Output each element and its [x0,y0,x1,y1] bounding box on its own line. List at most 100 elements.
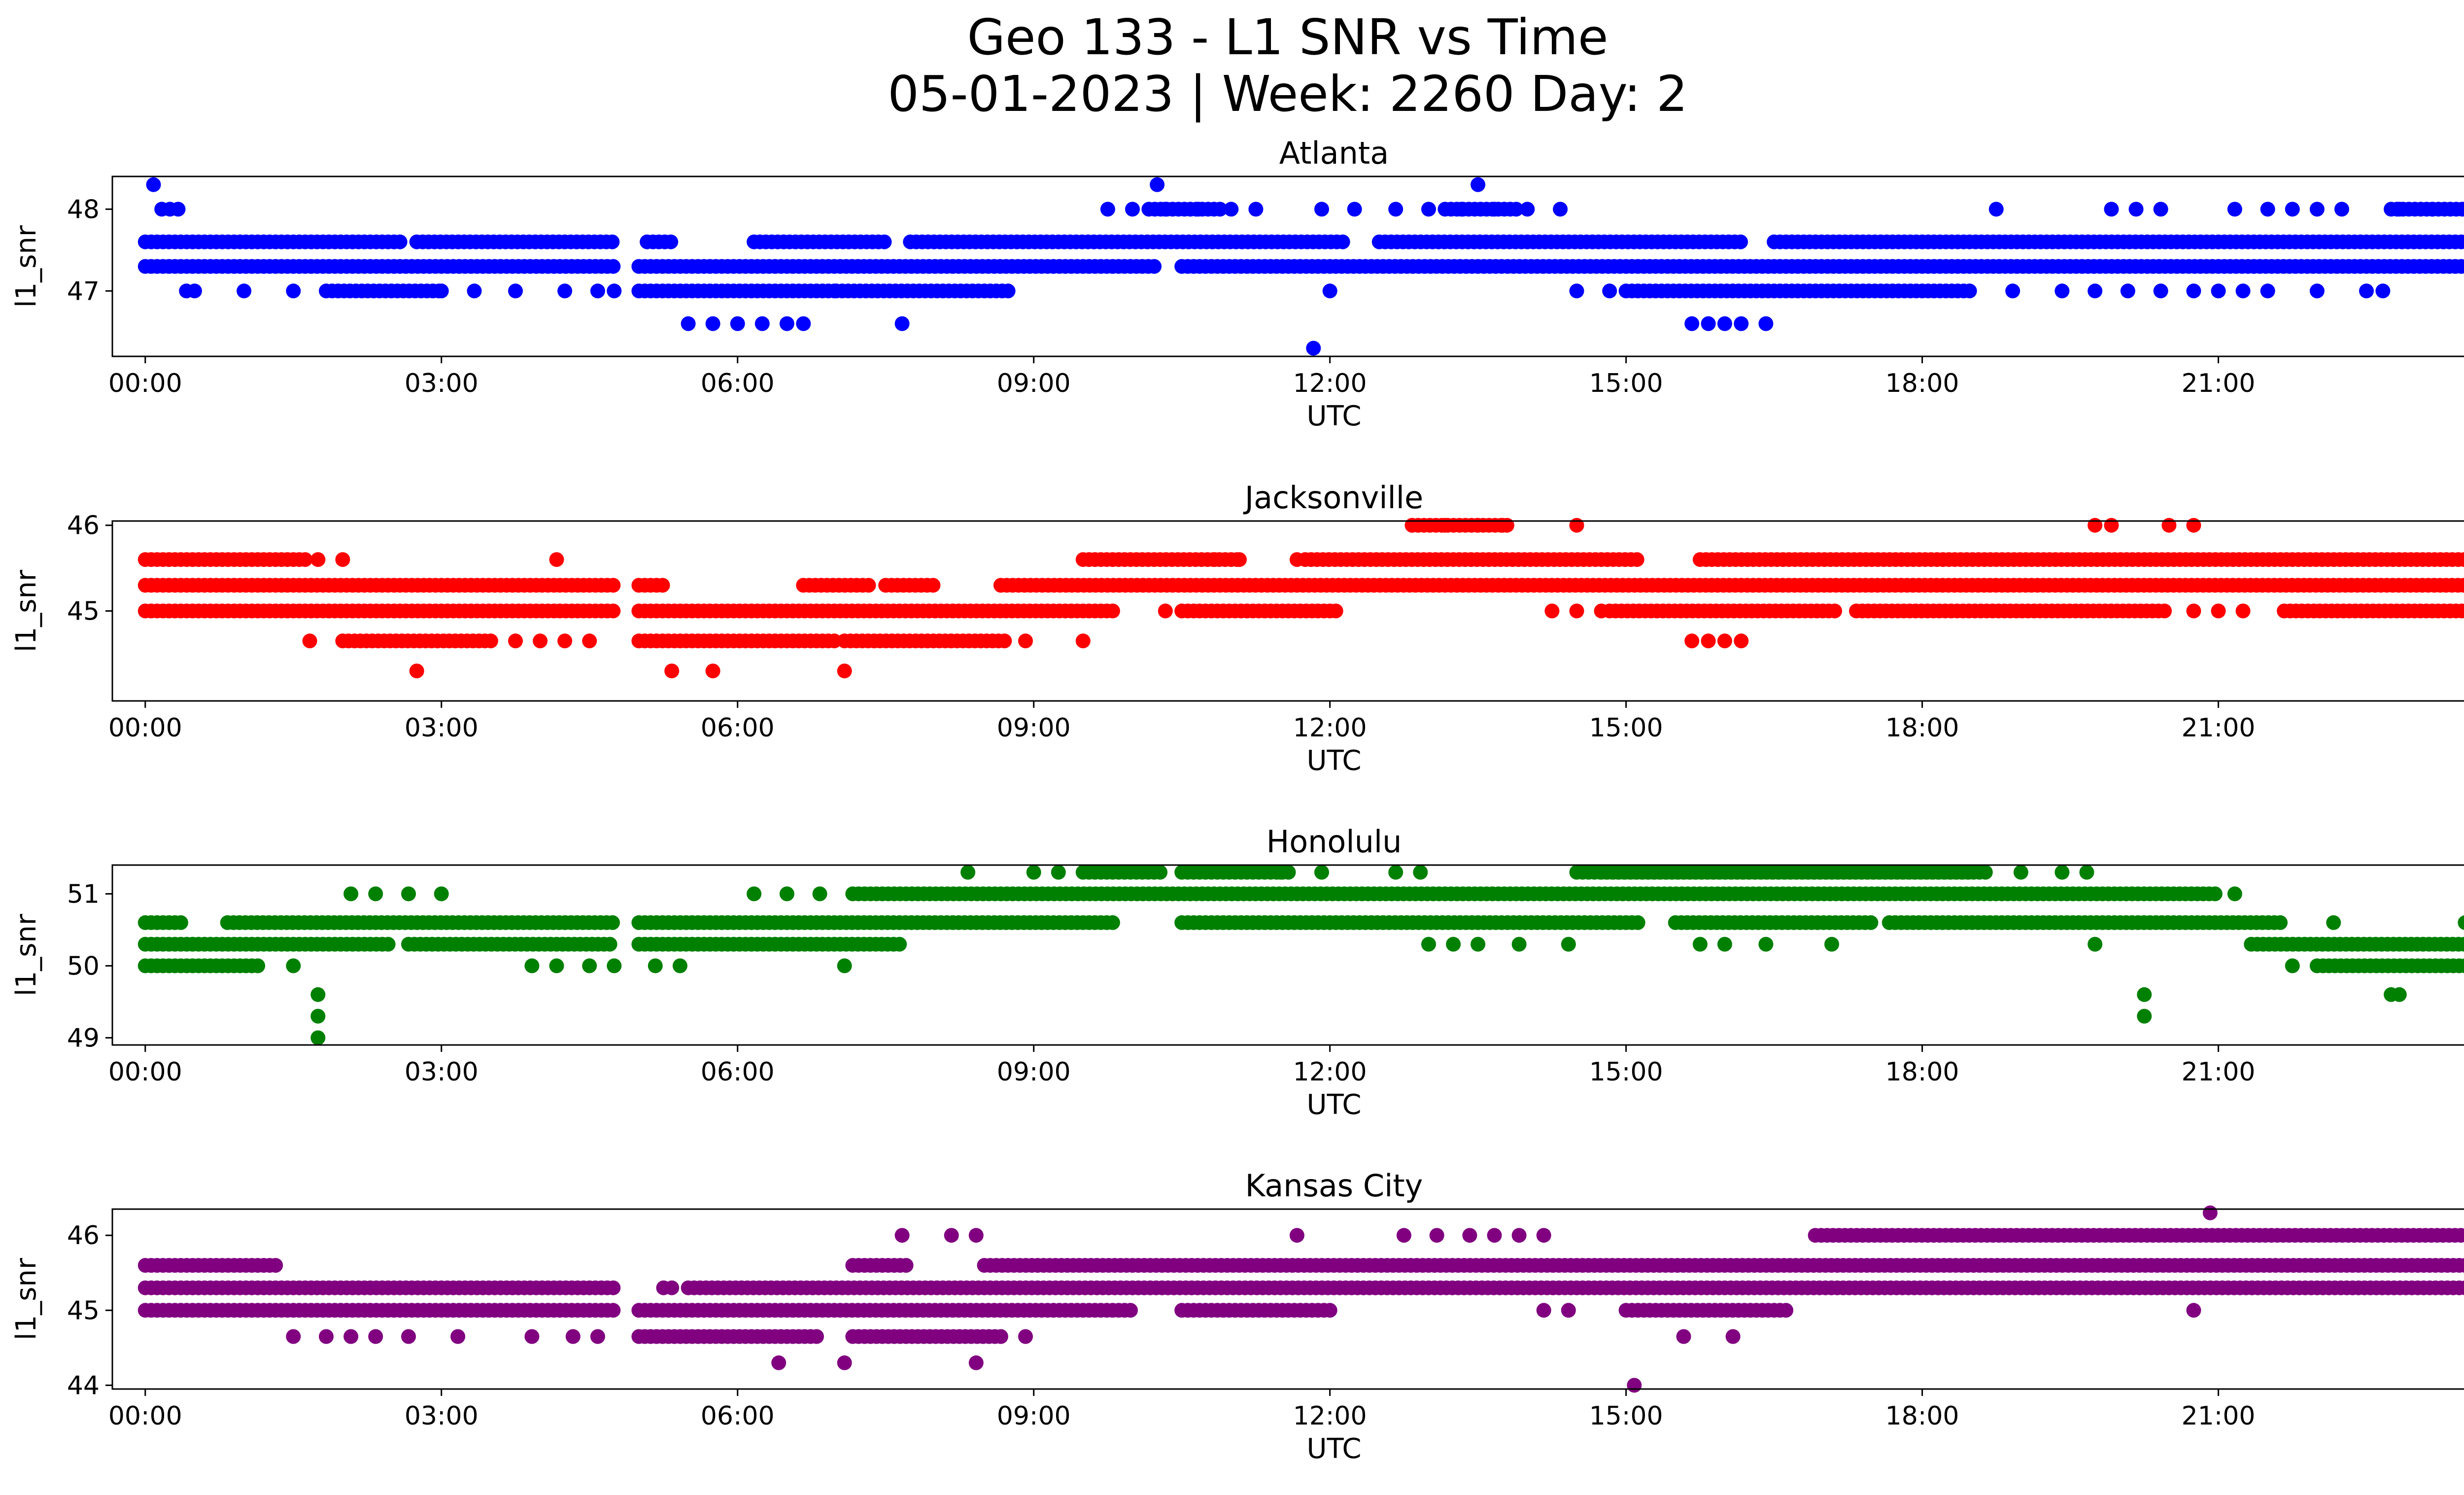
data-point [1863,915,1879,930]
data-point [705,663,720,679]
chart-panel-0: Atlanta 00:00 03:00 06:00 09:00 12:00 15:00 18:… [10,135,2464,432]
data-point [1629,552,1644,567]
data-point [2013,865,2028,880]
series-points [137,518,2464,679]
data-point [606,578,621,593]
data-point [343,886,359,902]
data-point [779,886,794,902]
x-tick-label: 00:00 [108,369,182,398]
x-tick-label: 03:00 [405,1057,479,1087]
data-point [1544,603,1560,619]
data-point [1224,202,1239,217]
y-tick-label: 45 [67,1296,100,1325]
x-tick-label: 18:00 [1885,713,1959,743]
data-point [606,603,621,619]
data-point [837,663,852,679]
data-point [2458,915,2464,930]
x-tick-label: 09:00 [997,713,1071,743]
data-point [2260,202,2275,217]
data-point [1105,915,1120,930]
y-tick-label: 48 [67,195,100,224]
panel-title: Kansas City [1245,1168,1423,1204]
x-tick-label: 12:00 [1293,713,1367,743]
data-point [286,1329,301,1344]
panels: Atlanta 00:00 03:00 06:00 09:00 12:00 15:00 18:… [10,135,2464,1465]
data-point [1471,937,1486,952]
data-point [1630,915,1645,930]
x-tick-label: 12:00 [1293,1401,1367,1431]
data-point [894,316,910,331]
data-point [1306,341,1321,356]
x-tick-label: 00:00 [108,713,182,743]
data-point [2285,958,2300,973]
data-point [2186,518,2201,533]
data-point [2211,283,2226,299]
data-point [1734,316,1749,331]
data-point [2235,283,2251,299]
x-tick-label: 00:00 [108,1057,182,1087]
data-point [2392,987,2407,1002]
y-axis-label: l1_snr [10,1257,42,1340]
data-point [434,283,449,299]
data-point [1018,633,1033,649]
data-point [1758,316,1774,331]
chart-panel-1: Jacksonville 00:00 03:00 06:00 09:00 12:00 15:… [10,480,2464,777]
data-point [310,1030,326,1045]
data-point [1508,202,1524,217]
y-tick-label: 49 [67,1023,100,1053]
data-point [2459,1228,2464,1243]
data-point [1824,937,1839,952]
data-point [1827,603,1842,619]
data-point [1232,552,1247,567]
data-point [1125,202,1140,217]
data-point [1147,259,1162,274]
data-point [237,283,252,299]
data-point [1051,865,1066,880]
data-point [672,958,687,973]
data-point [549,958,564,973]
x-tick-label: 03:00 [405,369,479,398]
data-point [2088,283,2103,299]
data-point [302,633,317,649]
chart-panel-2: Honolulu 00:00 03:00 06:00 09:00 12:00 15:00 18… [10,824,2464,1121]
data-point [319,1329,334,1344]
data-point [1676,1329,1691,1344]
axes-frame [111,175,2464,357]
data-point [2457,937,2464,952]
data-point [898,1258,914,1273]
data-point [392,234,408,249]
data-point [173,915,188,930]
data-point [1322,283,1337,299]
data-point [1779,1303,1794,1318]
data-point [997,633,1012,649]
data-point [968,1355,984,1370]
data-point [2202,1205,2218,1220]
x-tick-label: 03:00 [405,1401,479,1431]
data-point [2153,283,2168,299]
data-point [2227,886,2242,902]
data-point [664,1280,680,1295]
data-point [1322,1303,1337,1318]
data-point [1289,552,1304,567]
data-point [2120,283,2135,299]
data-point [1273,865,1288,880]
data-point [508,633,523,649]
data-point [754,316,770,331]
y-tick-label: 51 [67,879,100,909]
data-point [524,958,540,973]
data-point [2137,987,2152,1002]
data-point [2186,1303,2201,1318]
data-point [944,1228,959,1243]
data-point [310,552,326,567]
data-point [2425,202,2440,217]
panel-title: Honolulu [1266,824,1402,860]
data-point [2462,581,2464,590]
x-tick-label: 03:00 [405,713,479,743]
data-point [2161,518,2177,533]
data-point [1569,518,1584,533]
series-points [137,865,2464,1045]
data-point [1536,1303,1551,1318]
data-point [343,1329,359,1344]
data-point [286,958,301,973]
